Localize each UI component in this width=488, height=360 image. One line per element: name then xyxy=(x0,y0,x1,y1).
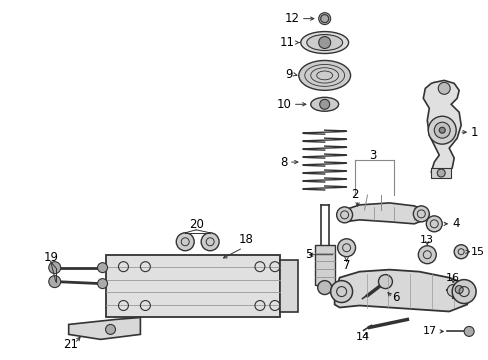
Polygon shape xyxy=(339,203,428,224)
Circle shape xyxy=(437,82,449,94)
Text: 16: 16 xyxy=(445,273,459,283)
Text: 12: 12 xyxy=(284,12,299,25)
Circle shape xyxy=(201,233,219,251)
Text: 13: 13 xyxy=(419,235,433,245)
Circle shape xyxy=(451,280,475,303)
Ellipse shape xyxy=(298,60,350,90)
Text: 2: 2 xyxy=(350,188,358,202)
Circle shape xyxy=(438,127,444,133)
Circle shape xyxy=(436,169,444,177)
Text: 18: 18 xyxy=(238,233,253,246)
Polygon shape xyxy=(334,270,470,311)
Text: 19: 19 xyxy=(43,251,58,264)
Circle shape xyxy=(105,324,115,334)
Text: 5: 5 xyxy=(304,248,311,261)
Text: 14: 14 xyxy=(355,332,369,342)
Circle shape xyxy=(426,216,441,232)
Text: 6: 6 xyxy=(392,291,399,304)
Polygon shape xyxy=(314,245,334,285)
Circle shape xyxy=(454,285,462,293)
Circle shape xyxy=(98,279,107,289)
Circle shape xyxy=(318,37,330,49)
Polygon shape xyxy=(430,168,450,178)
Circle shape xyxy=(330,280,352,302)
Text: 1: 1 xyxy=(470,126,478,139)
Text: 3: 3 xyxy=(368,149,375,162)
Circle shape xyxy=(447,285,458,297)
Circle shape xyxy=(337,239,355,257)
Circle shape xyxy=(417,246,435,264)
Text: 17: 17 xyxy=(422,327,436,336)
Circle shape xyxy=(49,276,61,288)
Text: 11: 11 xyxy=(279,36,294,49)
Circle shape xyxy=(319,99,329,109)
Text: 21: 21 xyxy=(63,338,78,351)
Circle shape xyxy=(317,280,331,294)
Polygon shape xyxy=(279,260,297,312)
Text: 15: 15 xyxy=(470,247,484,257)
Text: 9: 9 xyxy=(285,68,292,81)
Polygon shape xyxy=(423,80,460,178)
Circle shape xyxy=(378,275,392,289)
Circle shape xyxy=(463,327,473,336)
Text: 4: 4 xyxy=(451,217,459,230)
Circle shape xyxy=(453,245,467,259)
Text: 7: 7 xyxy=(342,259,349,272)
Circle shape xyxy=(412,206,428,222)
Ellipse shape xyxy=(300,32,348,54)
Circle shape xyxy=(98,263,107,273)
Polygon shape xyxy=(105,255,279,318)
Text: 20: 20 xyxy=(188,218,203,231)
Text: 8: 8 xyxy=(280,156,287,168)
Polygon shape xyxy=(68,318,140,339)
Circle shape xyxy=(176,233,194,251)
Circle shape xyxy=(433,122,449,138)
Ellipse shape xyxy=(306,35,342,50)
Text: 10: 10 xyxy=(276,98,291,111)
Circle shape xyxy=(336,207,352,223)
Ellipse shape xyxy=(310,97,338,111)
Circle shape xyxy=(427,116,455,144)
Circle shape xyxy=(318,13,330,24)
Circle shape xyxy=(49,262,61,274)
